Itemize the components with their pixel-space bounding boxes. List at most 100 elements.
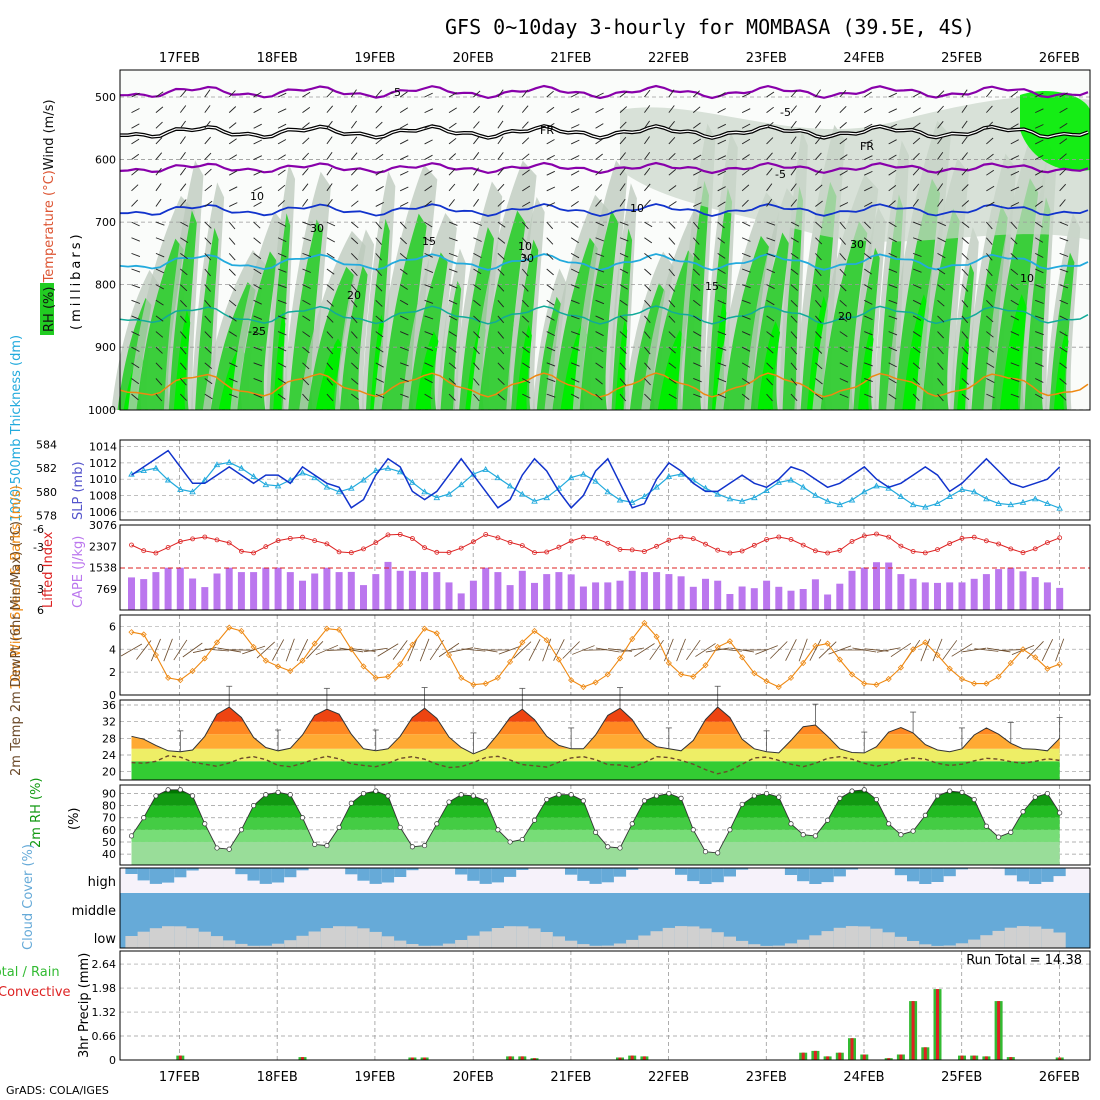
rh-point [1020,809,1026,815]
wind-barb [937,121,944,129]
wind-barb [350,168,358,176]
wind-barb [1035,139,1044,145]
wind-barb [864,362,873,367]
wind-barb [717,284,726,290]
wind-barb [717,123,726,129]
wind-barb [204,89,211,98]
wind-speed-point [397,661,404,668]
wind-barb [888,393,897,400]
wind-barb [1010,170,1020,176]
rh-point [434,821,440,827]
wind-barb [790,393,798,402]
rh-plume-green [853,247,880,410]
wind-barb [1059,183,1067,192]
legend-rh: RH (%) [42,282,57,332]
wind-barb [619,183,626,192]
wind-barb [375,221,382,230]
wind-barb [741,252,751,258]
wind-barb [693,315,702,322]
wind-barb [815,136,822,145]
cloud-low-bar [333,926,346,948]
wind-barb [424,299,434,304]
wind-barb [839,237,846,245]
wind-barb [302,252,312,258]
isotherm-minus5-lower [119,161,1089,175]
thickness-point [1031,495,1039,502]
isotherm-20 [119,305,1089,325]
wind-barb [619,121,627,129]
wind-speed-point [787,674,795,681]
cloud-high-bar [845,868,859,870]
wind-barb [228,315,237,322]
wind-barb [253,299,262,305]
wind-barb [619,315,628,322]
temp-tick: 32 [102,716,116,729]
wind-barb [888,284,898,289]
rh-point [238,827,244,833]
wind-barb [473,331,481,339]
wind-barb [351,200,359,207]
wind-barb [131,153,140,160]
wind-barb [375,105,383,113]
cloud-low-bar [882,932,895,948]
rh-point [519,836,525,843]
surface-wind-barb [429,639,444,661]
cape-bar [396,570,404,610]
wind-speed-point [458,674,465,681]
wind-barb [570,185,580,192]
wind-barb [497,136,504,145]
rh-unit: (%) [67,808,82,831]
wind-barb [204,393,213,400]
rh-plume-bright [315,338,344,410]
wind-barb [424,331,434,336]
wind-barb [986,121,994,129]
wind-barb [888,169,897,176]
cloud-low-bar [504,926,517,948]
contour-label: 15 [422,235,436,248]
cape-bar [225,567,233,610]
cloud-low-bar [858,926,871,948]
surface-wind-barb [932,638,943,662]
wind-barb [1010,378,1020,383]
wind-barb [888,154,897,160]
rh-point [837,795,843,801]
wind-barb [131,362,140,369]
cloud-high-bar [357,868,370,881]
wind-barb [864,201,873,207]
precip-tick: 0 [109,1054,116,1067]
wind-barb [692,106,701,113]
wind-barb [253,139,262,145]
wind-barb [155,393,163,402]
thickness-point [726,495,734,502]
wind-barb [693,378,702,383]
wind-barb [570,201,579,207]
cape-bar [543,574,551,610]
rh-point [507,839,513,845]
wind-barb [424,362,433,368]
wind-barb [155,121,163,129]
wind-barb [1035,331,1044,336]
wind-barb [692,237,700,245]
wind-speed-point [653,633,660,640]
cloud-low-bar [357,928,370,948]
wind-barb [937,346,944,355]
rh-plume-green [381,213,427,410]
cloud-low-bar [528,928,541,948]
wind-barb [302,198,309,207]
wind-barb [350,89,357,98]
wind-barb [619,252,629,258]
wind-barb [1010,362,1020,367]
slp-tick: 1012 [89,457,117,470]
wind-barb [180,221,189,227]
isotherm-minus5-upper [120,84,1089,100]
wind-barb [790,268,799,275]
wind-barb [253,362,263,367]
rh-point [910,828,916,834]
rh-point [800,832,806,838]
rh-tick: 40 [102,848,116,861]
date-label-top: 20FEB [453,51,494,66]
cloud-high-bar [186,868,199,871]
wind-barb [717,331,727,336]
wind-barb [302,122,310,129]
wind-barb [1010,331,1020,336]
